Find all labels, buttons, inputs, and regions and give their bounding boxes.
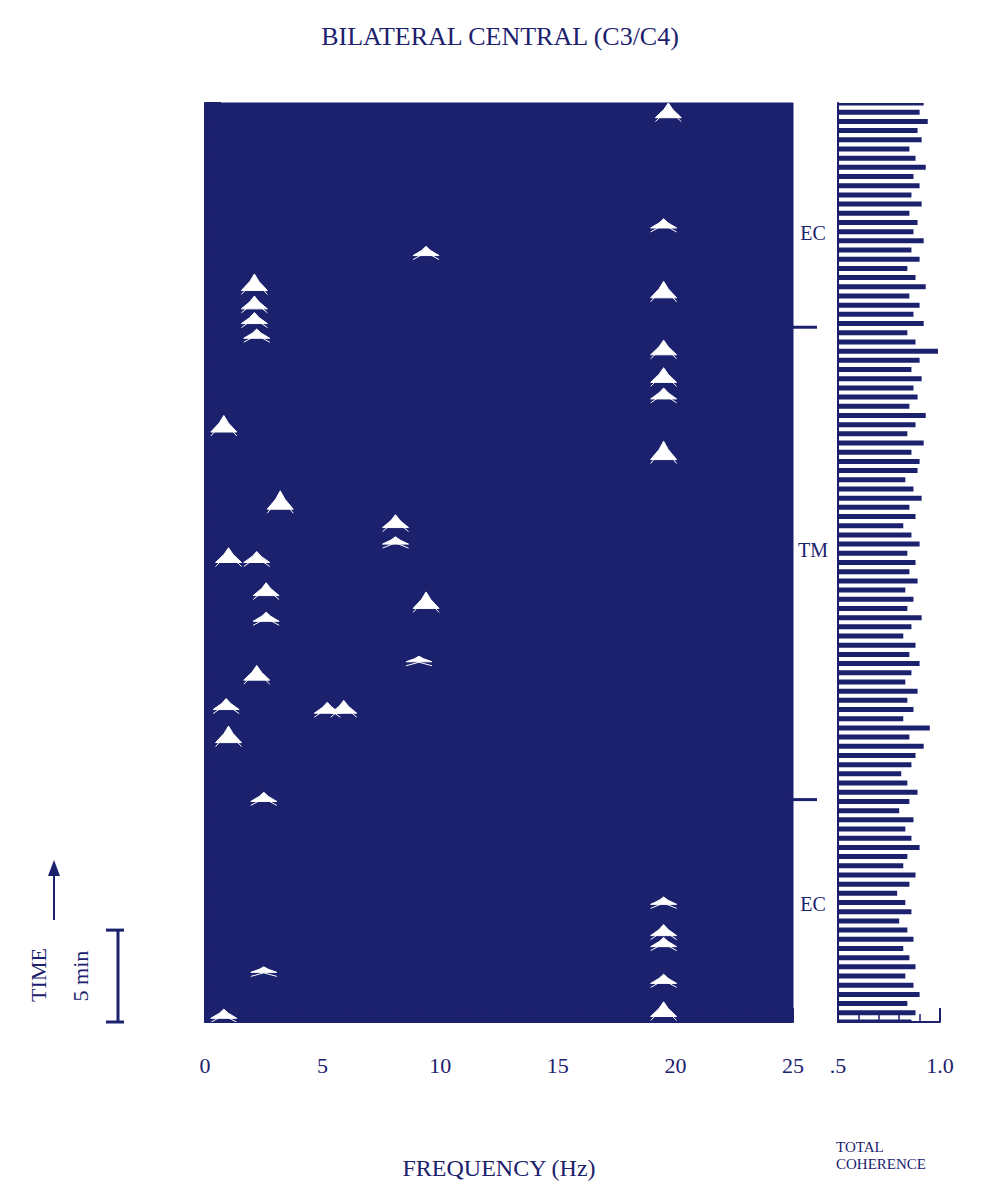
svg-text:5: 5: [317, 1053, 328, 1078]
svg-text:FREQUENCY (Hz): FREQUENCY (Hz): [402, 1155, 595, 1181]
svg-text:1.0: 1.0: [926, 1053, 954, 1078]
svg-text:COHERENCE: COHERENCE: [836, 1156, 926, 1172]
svg-text:15: 15: [547, 1053, 569, 1078]
svg-text:25: 25: [782, 1053, 804, 1078]
svg-text:0: 0: [200, 1053, 211, 1078]
svg-text:20: 20: [664, 1053, 686, 1078]
svg-text:BILATERAL CENTRAL (C3/C4): BILATERAL CENTRAL (C3/C4): [321, 22, 679, 51]
svg-text:TIME: TIME: [26, 948, 51, 1002]
svg-text:TM: TM: [798, 539, 828, 561]
svg-text:TOTAL: TOTAL: [836, 1139, 887, 1155]
svg-text:10: 10: [429, 1053, 451, 1078]
svg-text:EC: EC: [800, 893, 826, 915]
svg-text:.5: .5: [830, 1053, 847, 1078]
svg-text:EC: EC: [800, 222, 826, 244]
svg-text:5 min: 5 min: [68, 951, 93, 1002]
